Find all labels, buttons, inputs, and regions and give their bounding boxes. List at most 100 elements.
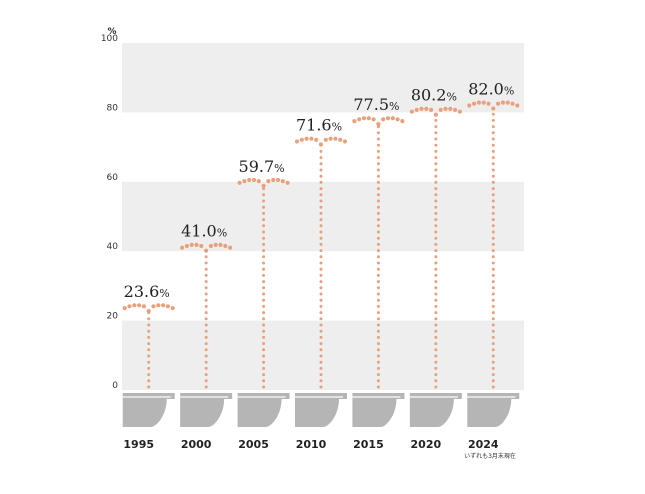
- stem-dot: [376, 292, 380, 296]
- y-axis-ticks: 0 20 40 60 80 100: [101, 34, 118, 391]
- grid-band: [122, 43, 524, 113]
- stem-dot: [491, 236, 495, 240]
- cap-dot: [438, 107, 443, 112]
- stem-dot: [376, 162, 380, 166]
- stem-dot: [147, 379, 151, 383]
- stem-dot: [204, 354, 208, 358]
- stem-dot: [319, 379, 323, 383]
- stem-dot: [204, 261, 208, 265]
- cap-dot: [361, 116, 367, 121]
- stem-dot: [204, 273, 208, 277]
- stem-dot: [319, 242, 323, 246]
- stem-dot: [262, 335, 266, 339]
- stem-dot: [434, 298, 438, 302]
- cap-dot: [510, 101, 515, 106]
- stem-dot: [319, 224, 323, 228]
- stem-dot: [376, 373, 380, 377]
- stem-dot: [376, 156, 380, 160]
- cap-dot: [309, 136, 314, 141]
- cap-dot: [132, 303, 137, 308]
- stem-dot: [434, 193, 438, 197]
- stem-dot: [376, 137, 380, 141]
- stem-dot: [376, 267, 380, 271]
- stem-dot: [376, 180, 380, 184]
- cap-dot: [424, 106, 429, 111]
- y-tick-label: 60: [107, 173, 119, 183]
- bar-2024: [467, 100, 520, 389]
- stem-dot: [491, 149, 495, 153]
- y-tick-label: 0: [112, 381, 118, 391]
- toilet-rim: [295, 396, 343, 398]
- stem-dot: [262, 193, 266, 197]
- cap-dot: [299, 137, 304, 142]
- stem-dot: [204, 366, 208, 370]
- stem-dot: [434, 236, 438, 240]
- value-labels: 23.6% 41.0% 59.7% 71.6% 77.5% 80.2% 82.0%: [124, 79, 515, 301]
- value-label-2000: 41.0%: [181, 222, 227, 241]
- stem-dot: [376, 149, 380, 153]
- toilet-base-2020: [409, 393, 462, 427]
- stem-dot: [491, 304, 495, 308]
- cap-dot: [443, 106, 448, 111]
- cap-dot: [496, 101, 501, 106]
- stem-dot: [434, 199, 438, 203]
- cap-dot: [189, 242, 194, 247]
- stem-dot: [376, 329, 380, 333]
- stem-dot: [376, 218, 380, 222]
- stem-dot: [434, 267, 438, 271]
- stem-dot: [262, 286, 266, 290]
- stem-dot: [491, 373, 495, 377]
- cap-dot: [275, 177, 281, 183]
- toilet-base-2010: [295, 393, 347, 427]
- bar-2000: [180, 242, 233, 389]
- cap-dot: [271, 177, 276, 183]
- stem-dot: [319, 211, 323, 215]
- stem-dot: [434, 131, 438, 135]
- cap-dot: [204, 248, 209, 253]
- cap-dot: [338, 137, 343, 142]
- cap-dot: [457, 109, 462, 114]
- stem-dot: [491, 193, 495, 197]
- value-label-1995: 23.6%: [124, 282, 170, 301]
- stem-dot: [319, 360, 323, 364]
- value-label-2010: 71.6%: [296, 116, 342, 135]
- stem-dot: [204, 385, 208, 389]
- stem-dot: [319, 236, 323, 240]
- cap-dot: [247, 177, 252, 183]
- stem-dot: [434, 273, 438, 277]
- bar-2020: [409, 106, 462, 389]
- stem-dot: [434, 366, 438, 370]
- stem-dot: [262, 230, 266, 234]
- stem-dot: [319, 366, 323, 370]
- stem-dot: [434, 224, 438, 228]
- stem-dot: [262, 329, 266, 333]
- stem-dot: [319, 317, 323, 321]
- bar-1995: [122, 303, 175, 389]
- stem-dot: [376, 304, 380, 308]
- stem-dot: [319, 298, 323, 302]
- stem-dot: [204, 373, 208, 377]
- cap-dot: [476, 100, 481, 105]
- stem-dot: [319, 385, 323, 389]
- cap-dot: [333, 136, 338, 141]
- stem-dot: [491, 118, 495, 122]
- stem-dot: [319, 280, 323, 284]
- cap-dot: [261, 183, 266, 188]
- stem-dot: [434, 125, 438, 129]
- cap-dot: [213, 242, 218, 247]
- stem-dot: [147, 335, 151, 339]
- cap-dot: [266, 179, 271, 184]
- x-tick-label-2010: 2010: [296, 438, 327, 451]
- cap-dot: [385, 116, 391, 121]
- value-label-2020: 80.2%: [411, 86, 457, 105]
- toilet-base-2005: [237, 393, 290, 427]
- cap-dot: [256, 179, 261, 184]
- stem-dot: [262, 236, 266, 240]
- stem-dot: [491, 218, 495, 222]
- stem-dot: [491, 112, 495, 116]
- stem-dot: [491, 205, 495, 209]
- cap-dot: [409, 109, 414, 114]
- cap-dot: [170, 306, 175, 311]
- stem-dot: [491, 385, 495, 389]
- stem-dot: [319, 261, 323, 265]
